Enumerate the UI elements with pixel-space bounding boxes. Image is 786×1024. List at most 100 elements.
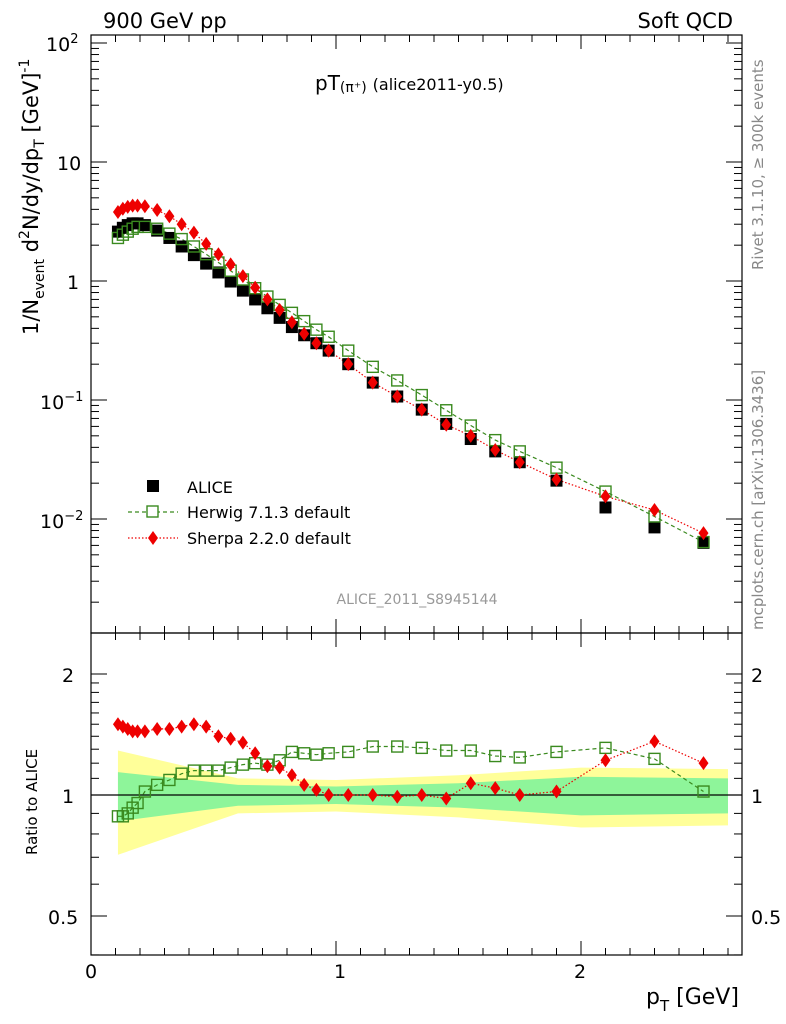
title-particle: (π⁺) — [340, 80, 367, 96]
sherpa-ratio-point — [600, 753, 611, 768]
herwig-ratio-point — [224, 761, 237, 774]
sherpa-ratio-point — [441, 791, 452, 806]
title-main: pT — [315, 71, 341, 95]
alice-point — [697, 536, 710, 549]
xtick-label-0: 0 — [85, 961, 97, 983]
sherpa-point — [299, 326, 310, 341]
herwig-ratio-point — [236, 758, 250, 771]
header-left: 900 GeV pp — [103, 9, 227, 33]
legend-label-alice: ALICE — [187, 478, 233, 497]
alice-point — [175, 240, 188, 253]
sherpa-point — [392, 389, 403, 404]
sherpa-point — [286, 315, 297, 330]
ylabel-top: 1/Nevent d2N/dy/dpT [GeV]-1 — [17, 59, 48, 335]
alice-point — [273, 311, 286, 324]
sherpa-point — [188, 225, 199, 240]
sherpa-ratio-point — [164, 721, 175, 736]
xtick-label-1: 1 — [334, 961, 346, 983]
sherpa-point — [176, 217, 187, 232]
ratio-tick-label-2-left: 2 — [62, 665, 74, 687]
mcplots-label: mcplots.cern.ch [arXiv:1306.3436] — [749, 370, 767, 630]
plot-title: pT(π⁺) (alice2011-y0.5) — [315, 71, 504, 96]
watermark: ALICE_2011_S8945144 — [337, 592, 498, 608]
ytick-label-10: 10 — [57, 153, 81, 175]
alice-point — [187, 249, 200, 262]
herwig-point — [440, 404, 453, 417]
axis-ticks — [90, 35, 742, 956]
alice-point — [599, 501, 612, 514]
sherpa-ratio-point — [132, 724, 143, 739]
herwig-ratio-point — [187, 764, 201, 777]
herwig-ratio-point — [697, 785, 710, 798]
herwig-ratio-point — [391, 740, 404, 753]
herwig-ratio-point — [342, 745, 355, 759]
x-tick-labels: 0 1 2 — [85, 961, 586, 983]
sherpa-point — [367, 375, 378, 390]
sherpa-point — [649, 503, 660, 518]
herwig-ratio-point — [138, 785, 152, 798]
legend-marker-sherpa — [148, 531, 158, 545]
sherpa-ratio-point — [152, 721, 163, 736]
sherpa-point — [237, 269, 248, 284]
herwig-ratio-line — [118, 745, 704, 817]
ratio-bands — [117, 750, 728, 855]
sherpa-ratio-point — [490, 781, 501, 796]
sherpa-point — [139, 199, 150, 214]
sherpa-ratio-point — [323, 788, 334, 802]
sherpa-point — [164, 209, 175, 224]
herwig-point — [138, 220, 152, 234]
ratio-tick-label-1-right: 1 — [751, 786, 763, 808]
herwig-ratio-point — [322, 747, 335, 760]
herwig-point — [175, 232, 188, 246]
herwig-point — [150, 222, 164, 235]
herwig-ratio-point — [212, 764, 225, 777]
sherpa-ratio-point — [392, 789, 403, 804]
herwig-point — [366, 360, 379, 374]
ratio-series — [111, 717, 710, 823]
sherpa-point — [416, 402, 427, 417]
sherpa-point — [343, 357, 354, 372]
sherpa-point — [465, 428, 476, 443]
sherpa-point — [551, 472, 562, 487]
xtick-label-2: 2 — [574, 961, 586, 983]
sherpa-ratio-point — [176, 719, 187, 734]
herwig-ratio-point — [648, 752, 661, 766]
ytick-label-1: 1 — [67, 272, 79, 294]
herwig-ratio-point — [163, 773, 176, 787]
ratio-tick-label-2-right: 2 — [751, 665, 763, 687]
legend-label-sherpa: Sherpa 2.2.0 default — [187, 529, 351, 548]
sherpa-ratio-point — [201, 719, 212, 734]
herwig-ratio-point — [131, 796, 144, 810]
legend: ALICE Herwig 7.1.3 default Sherpa 2.2.0 … — [128, 478, 351, 548]
ratio-tick-label-0.5-right: 0.5 — [751, 907, 781, 929]
sherpa-ratio-point — [299, 777, 310, 792]
sherpa-point — [441, 417, 452, 432]
sherpa-point — [250, 280, 261, 295]
sherpa-point — [490, 443, 501, 458]
header-right: Soft QCD — [638, 9, 733, 33]
herwig-ratio-point — [489, 749, 502, 763]
ylabel-ratio: Ratio to ALICE — [23, 749, 41, 855]
sherpa-point — [213, 247, 224, 262]
herwig-ratio-point — [297, 747, 311, 760]
sherpa-ratio-point — [698, 756, 709, 771]
xlabel: pT [GeV] — [646, 985, 739, 1015]
sherpa-ratio-point — [250, 746, 261, 761]
herwig-ratio-point — [150, 778, 164, 792]
sherpa-point — [132, 198, 143, 213]
sherpa-ratio-point — [649, 734, 660, 749]
ratio-frame — [90, 632, 743, 956]
sherpa-point — [274, 303, 285, 318]
herwig-ratio-point — [175, 767, 188, 780]
sherpa-ratio-point — [225, 731, 236, 746]
alice-point — [648, 521, 661, 534]
herwig-point — [187, 240, 201, 253]
sherpa-ratio-point — [286, 768, 297, 783]
y-tick-labels-ratio: 2 1 0.5 2 1 0.5 — [48, 665, 781, 929]
ytick-label-100: 102 — [46, 32, 78, 56]
alice-point — [224, 275, 237, 288]
alice-point — [212, 266, 225, 279]
sherpa-ratio-point — [367, 788, 378, 802]
legend-label-herwig: Herwig 7.1.3 default — [187, 503, 350, 522]
